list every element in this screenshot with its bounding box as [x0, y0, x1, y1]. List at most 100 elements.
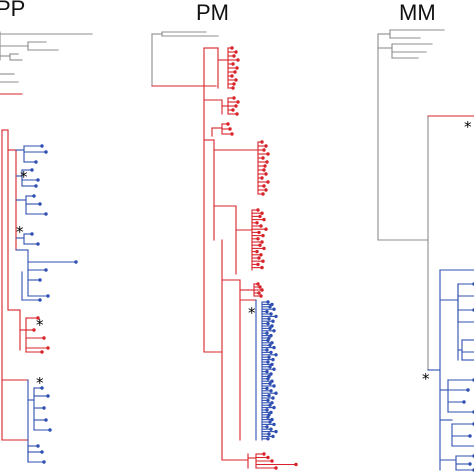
tip-node	[231, 86, 235, 90]
tip-node	[228, 127, 232, 131]
tip-node	[235, 66, 239, 70]
tip-node	[267, 355, 271, 359]
tip-node	[258, 243, 262, 247]
tip-node	[267, 317, 271, 321]
tree-panel-mm	[377, 29, 474, 472]
tip-node	[34, 160, 38, 164]
tip-node	[36, 178, 40, 182]
tip-node	[256, 282, 260, 286]
tip-node	[272, 367, 276, 371]
tip-node	[270, 324, 274, 328]
tip-node	[267, 393, 271, 398]
tip-node	[266, 398, 270, 403]
tip-node	[36, 242, 40, 246]
tip-node	[235, 112, 239, 116]
tip-node	[230, 132, 234, 136]
tip-node	[262, 184, 266, 188]
tip-node	[268, 343, 272, 347]
tip-node	[46, 294, 50, 298]
tip-node	[234, 50, 238, 54]
tip-node	[260, 176, 264, 180]
tip-node	[270, 401, 274, 405]
tip-node	[272, 422, 276, 427]
tip-node	[265, 160, 269, 164]
tip-node	[264, 172, 268, 176]
tip-node	[265, 369, 269, 374]
tip-node	[255, 221, 259, 225]
significance-star-pm-4: *	[248, 304, 256, 322]
tip-node	[261, 233, 265, 238]
tip-node	[271, 357, 275, 362]
tip-node	[466, 388, 470, 392]
tip-node	[272, 405, 276, 410]
tip-node	[262, 148, 266, 152]
tip-node	[32, 194, 36, 198]
tip-node	[265, 386, 269, 391]
tip-node	[270, 417, 274, 422]
tip-node	[468, 434, 472, 438]
tip-node	[270, 362, 274, 367]
tip-node	[268, 420, 272, 424]
tip-node	[257, 291, 261, 295]
tip-node	[256, 237, 260, 241]
tip-node	[36, 316, 40, 320]
tip-node	[40, 144, 44, 148]
significance-star-pp-3: *	[36, 374, 44, 392]
tip-node	[268, 403, 272, 407]
tip-node	[38, 298, 42, 302]
tip-node	[265, 348, 269, 352]
tip-node	[271, 396, 275, 400]
tip-node	[232, 54, 236, 58]
tip-node	[270, 341, 274, 345]
tip-node	[266, 360, 270, 364]
tip-node	[233, 70, 237, 74]
tip-node	[46, 394, 50, 398]
tip-node	[272, 345, 276, 350]
significance-markers: * * * * * * *	[16, 118, 472, 392]
tip-node	[264, 227, 268, 231]
tip-node	[236, 100, 240, 104]
tip-node	[468, 462, 472, 466]
tip-node	[32, 328, 36, 332]
significance-star-mm-6: *	[422, 370, 430, 388]
tip-node	[265, 309, 269, 314]
tip-node	[231, 108, 235, 112]
tip-node	[44, 268, 48, 272]
tip-node	[236, 58, 240, 62]
tip-node	[260, 211, 264, 215]
tip-node	[231, 62, 235, 66]
tip-node	[260, 140, 264, 144]
tip-node	[255, 249, 259, 254]
tip-node	[260, 265, 264, 270]
tip-node	[462, 400, 466, 404]
tip-node	[267, 432, 271, 436]
tip-node	[74, 260, 78, 264]
tip-node	[256, 262, 260, 267]
tip-node	[270, 302, 274, 307]
tip-node	[262, 168, 266, 172]
significance-star-mm-5: *	[464, 118, 472, 136]
panel-title-pm: PM	[196, 0, 229, 25]
tip-node	[262, 246, 266, 251]
tip-node	[268, 365, 272, 369]
panel-title-mm: MM	[399, 0, 436, 25]
tip-node	[48, 428, 52, 432]
tip-node	[257, 230, 261, 235]
tip-node	[258, 285, 262, 289]
tip-node	[265, 425, 269, 429]
tip-node	[264, 144, 268, 148]
tip-node	[268, 381, 272, 386]
tip-node	[266, 338, 270, 343]
tip-node	[30, 232, 34, 236]
tip-node	[269, 350, 273, 355]
tip-node	[272, 329, 276, 333]
tip-node	[232, 96, 236, 100]
tip-node	[259, 294, 263, 298]
tip-node	[266, 455, 270, 460]
tip-node	[266, 300, 270, 304]
tip-node	[38, 202, 42, 206]
tip-node	[40, 386, 44, 390]
tip-node	[274, 429, 278, 434]
tip-node	[38, 278, 42, 282]
